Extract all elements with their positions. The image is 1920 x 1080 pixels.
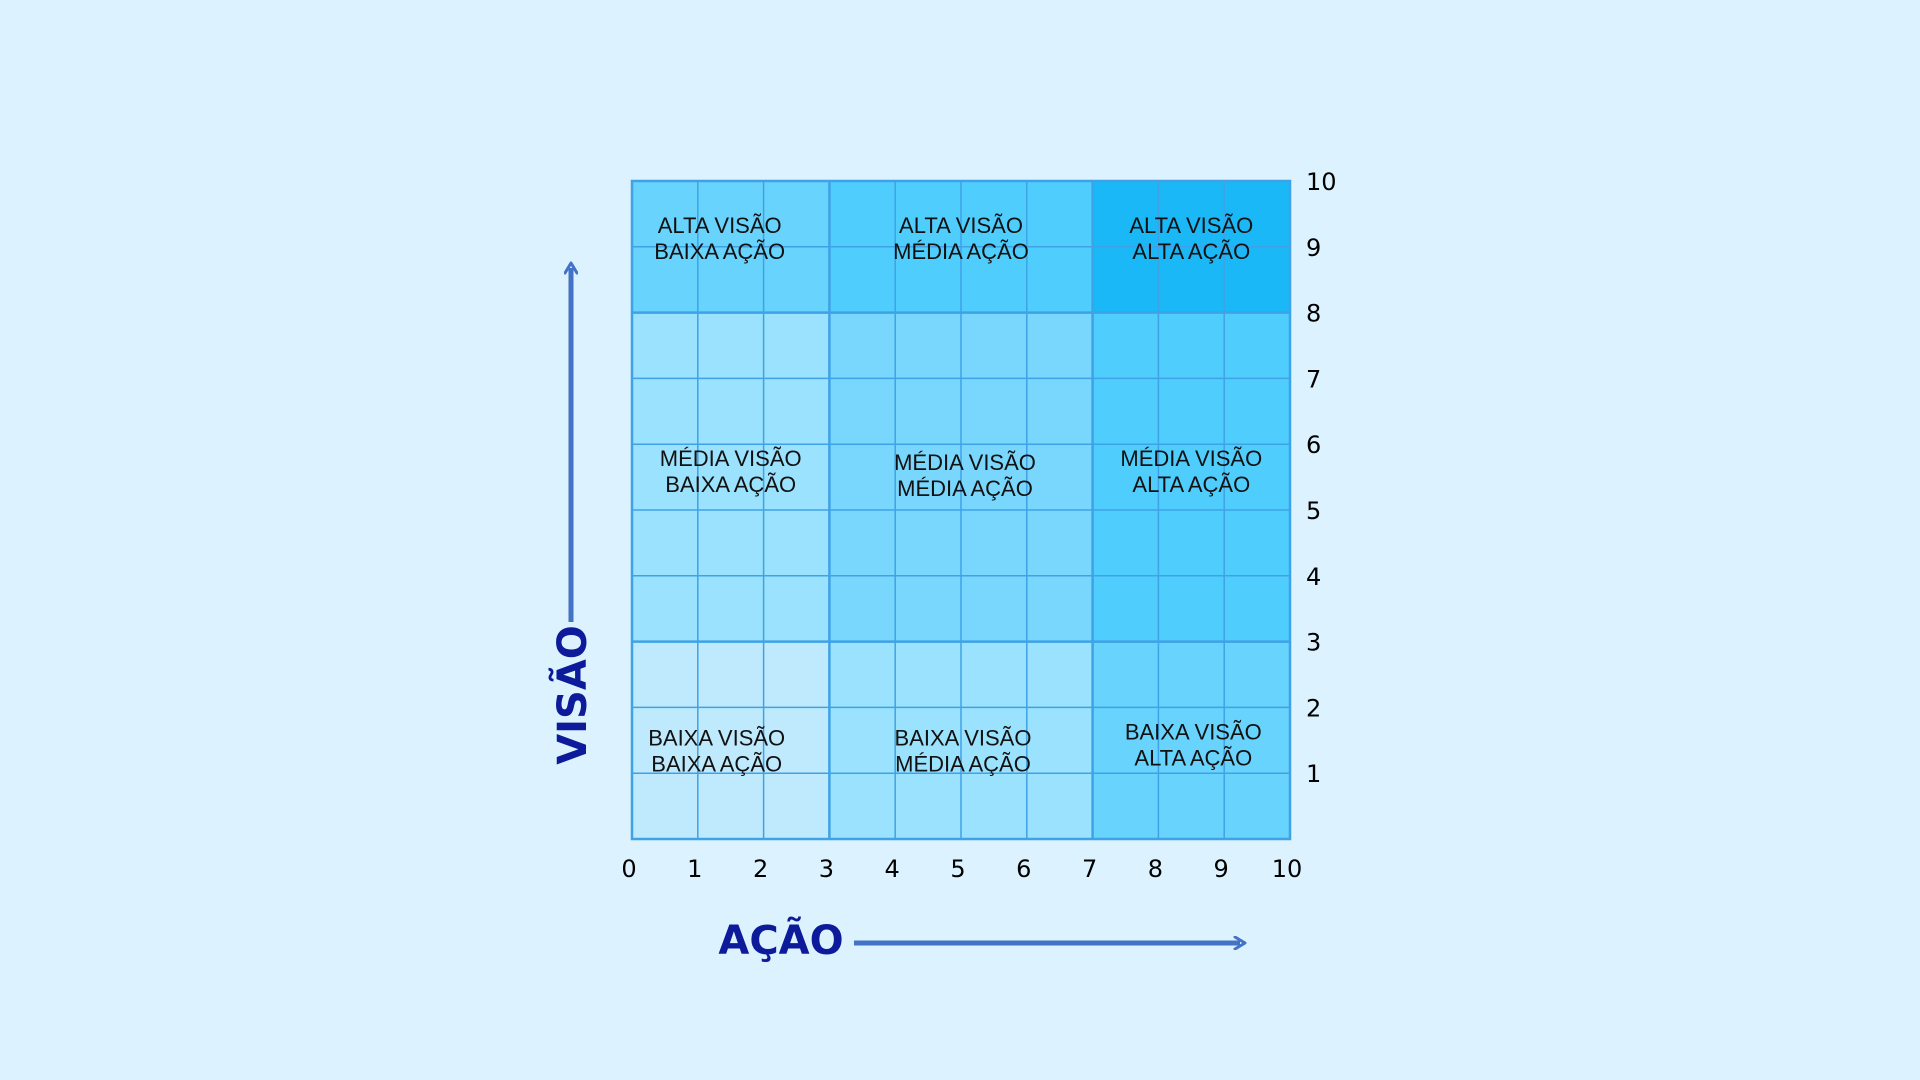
y-tick-label: 9 (1306, 234, 1321, 262)
y-tick-label: 1 (1306, 760, 1321, 788)
zone-label-line1: BAIXA VISÃO (1125, 719, 1262, 744)
zone-label-line1: MÉDIA VISÃO (660, 446, 802, 471)
x-axis-title: AÇÃO (718, 915, 843, 964)
zone-label-line2: ALTA AÇÃO (1134, 745, 1252, 770)
y-axis-ticks: 1 2 3 4 5 6 7 8 9 10 (1306, 168, 1337, 788)
y-tick-label: 2 (1306, 694, 1321, 722)
zone-label-alta-visao-alta-acao: ALTA VISÃO ALTA AÇÃO (1129, 213, 1253, 264)
y-tick-label: 8 (1306, 300, 1321, 328)
zone-label-media-visao-baixa-acao: MÉDIA VISÃO BAIXA AÇÃO (660, 446, 802, 497)
x-tick-label: 5 (950, 855, 965, 883)
grid-lines (630, 179, 1292, 841)
y-tick-label: 4 (1306, 563, 1321, 591)
zone-label-baixa-visao-media-acao: BAIXA VISÃO MÉDIA AÇÃO (895, 725, 1032, 776)
x-tick-label: 8 (1148, 855, 1163, 883)
zone-label-line1: BAIXA VISÃO (895, 725, 1032, 750)
zone-label-line1: ALTA VISÃO (1129, 213, 1253, 238)
y-tick-label: 7 (1306, 365, 1321, 393)
zone-label-line1: BAIXA VISÃO (648, 725, 785, 750)
zone-label-line2: ALTA AÇÃO (1132, 239, 1250, 264)
zone-label-baixa-visao-baixa-acao: BAIXA VISÃO BAIXA AÇÃO (648, 725, 785, 776)
y-tick-label: 3 (1306, 629, 1321, 657)
x-tick-label: 6 (1016, 855, 1031, 883)
y-tick-label: 10 (1306, 168, 1337, 196)
zone-label-alta-visao-baixa-acao: ALTA VISÃO BAIXA AÇÃO (654, 213, 785, 264)
x-tick-label: 0 (621, 855, 636, 883)
zone-label-line1: ALTA VISÃO (658, 213, 782, 238)
zone-label-line2: BAIXA AÇÃO (651, 751, 782, 776)
y-tick-label: 6 (1306, 431, 1321, 459)
zone-label-line2: BAIXA AÇÃO (665, 472, 796, 497)
x-tick-label: 1 (687, 855, 702, 883)
x-tick-label: 4 (885, 855, 900, 883)
zone-label-media-visao-media-acao: MÉDIA VISÃO MÉDIA AÇÃO (894, 450, 1036, 501)
y-axis-title: VISÃO (547, 625, 596, 765)
x-axis-ticks: 0 1 2 3 4 5 6 7 8 9 10 (621, 855, 1302, 883)
zone-label-line1: MÉDIA VISÃO (1120, 446, 1262, 471)
zone-label-line2: MÉDIA AÇÃO (893, 239, 1029, 264)
y-tick-label: 5 (1306, 497, 1321, 525)
x-tick-label: 9 (1214, 855, 1229, 883)
x-tick-label: 2 (753, 855, 768, 883)
zone-label-line1: ALTA VISÃO (899, 213, 1023, 238)
zone-baixa-visao-baixa-acao (632, 641, 830, 839)
plot-border (630, 179, 1292, 841)
zone-baixa-visao-alta-acao (1092, 641, 1290, 839)
zone-media-visao-baixa-acao (632, 312, 830, 642)
zone-label-baixa-visao-alta-acao: BAIXA VISÃO ALTA AÇÃO (1125, 719, 1262, 770)
x-tick-label: 7 (1082, 855, 1097, 883)
zone-label-line1: MÉDIA VISÃO (894, 450, 1036, 475)
x-tick-label: 10 (1272, 855, 1303, 883)
zone-label-line2: BAIXA AÇÃO (654, 239, 785, 264)
zone-media-visao-alta-acao (1092, 312, 1290, 642)
zone-label-alta-visao-media-acao: ALTA VISÃO MÉDIA AÇÃO (893, 213, 1029, 264)
zone-label-line2: MÉDIA AÇÃO (897, 476, 1033, 501)
zone-label-line2: ALTA AÇÃO (1132, 472, 1250, 497)
x-tick-label: 3 (819, 855, 834, 883)
zone-label-media-visao-alta-acao: MÉDIA VISÃO ALTA AÇÃO (1120, 446, 1262, 497)
zone-label-line2: MÉDIA AÇÃO (895, 751, 1031, 776)
